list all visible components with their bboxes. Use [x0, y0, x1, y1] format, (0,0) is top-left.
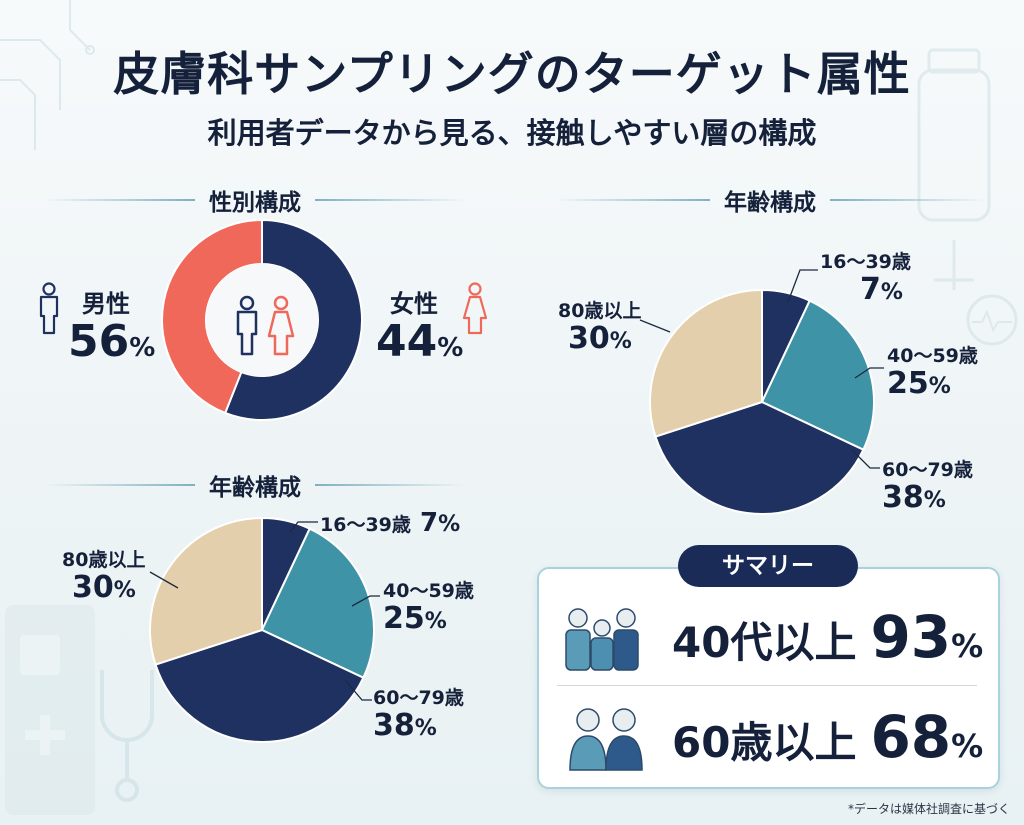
age-right-heading-text: 年齢構成: [724, 190, 816, 216]
heartbeat-decoration-icon: [966, 294, 1018, 346]
female-person-icon: [462, 282, 488, 335]
gender-section-heading: 性別構成: [45, 183, 465, 217]
age-left-label-3-pct: 30: [72, 570, 114, 605]
age-left-label-1-pct: 25: [383, 601, 425, 636]
age-right-label-3-pct: 30: [568, 321, 610, 356]
age-left-label-2: 60〜79歳 38%: [373, 683, 464, 742]
male-label-text: 男性: [82, 290, 130, 318]
summary-row-2: 60歳以上 68%: [560, 700, 984, 774]
percent-sign: %: [880, 280, 903, 305]
male-person-icon: [236, 295, 258, 356]
summary-row-1-text: 40代以上: [672, 618, 857, 667]
age-right-label-2: 60〜79歳 38%: [882, 455, 973, 514]
summary-row-1-unit: %: [951, 627, 984, 665]
senior-couple-icon: [569, 708, 643, 771]
gender-donut-chart: [161, 218, 363, 421]
summary-row-2-unit: %: [951, 727, 984, 765]
page-subtitle: 利用者データから見る、接触しやすい層の構成: [207, 116, 817, 150]
gender-hole: [206, 264, 318, 376]
summary-row-2-value: 68: [870, 703, 952, 771]
age-left-label-1-name: 40〜59歳: [383, 580, 474, 602]
age-right-slice-2: [654, 400, 865, 515]
gender-heading-text: 性別構成: [209, 190, 301, 216]
female-label-text: 女性: [390, 290, 438, 318]
percent-sign: %: [414, 716, 437, 741]
percent-sign: %: [424, 609, 447, 634]
age-right-label-2-pct: 38: [882, 480, 924, 515]
age-right-label-1-pct: 25: [887, 366, 929, 401]
female-person-icon: [267, 295, 295, 356]
age-right-slice-1: [760, 299, 875, 452]
age-right-label-3-name: 80歳以上: [558, 300, 642, 322]
age-right-slice-3: [649, 288, 763, 438]
age-left-slice-3: [149, 516, 263, 666]
age-section-right-heading: 年齢構成: [555, 183, 995, 217]
percent-sign: %: [113, 578, 136, 603]
female-percent-sign: %: [437, 333, 464, 363]
male-percent: 56: [68, 316, 130, 367]
age-right-label-1: 40〜59歳 25%: [887, 341, 978, 400]
age-left-label-0-name: 16〜39歳: [320, 514, 411, 536]
female-percent: 44: [376, 316, 438, 367]
summary-row-1: 40代以上 93%: [560, 600, 984, 674]
circuit-decoration-icon: [0, 0, 95, 150]
age-pie-chart-right: [649, 288, 875, 515]
clipboard-decoration-icon: [5, 605, 95, 815]
age-right-label-0: 16〜39歳 7%: [820, 247, 911, 306]
age-right-label-0-pct: 7: [860, 272, 881, 307]
age-left-label-0: 16〜39歳 7%: [320, 508, 461, 538]
female-label: 女性 44%: [376, 284, 463, 365]
group-of-people-icon: [565, 608, 639, 671]
footnote: *データは媒体社調査に基づく: [847, 802, 1010, 816]
age-right-label-0-name: 16〜39歳: [820, 251, 911, 273]
male-label: 男性 56%: [68, 284, 155, 365]
age-left-slice-2: [154, 628, 365, 743]
age-right-label-2-name: 60〜79歳: [882, 459, 973, 481]
age-section-left-heading: 年齢構成: [45, 468, 465, 502]
summary-title: サマリー: [678, 545, 858, 587]
age-left-label-2-pct: 38: [373, 708, 415, 743]
percent-sign: %: [928, 374, 951, 399]
male-person-icon: [39, 282, 59, 335]
summary-divider: [557, 685, 977, 686]
age-left-label-1: 40〜59歳 25%: [383, 576, 474, 635]
age-left-label-0-pct: 7: [419, 508, 439, 538]
age-left-heading-text: 年齢構成: [209, 475, 301, 501]
age-right-label-1-name: 40〜59歳: [887, 345, 978, 367]
percent-sign: %: [438, 512, 461, 537]
summary-row-1-value: 93: [870, 603, 952, 671]
percent-sign: %: [609, 329, 632, 354]
age-pie-chart-left: [149, 516, 375, 743]
summary-row-2-text: 60歳以上: [672, 718, 857, 767]
medical-bottle-decoration-icon: [917, 48, 991, 290]
age-left-slice-1: [260, 527, 375, 680]
age-right-label-3: 80歳以上 30%: [558, 296, 641, 355]
age-left-label-3-name: 80歳以上: [62, 549, 146, 571]
page-title: 皮膚科サンプリングのターゲット属性: [113, 47, 911, 101]
percent-sign: %: [923, 488, 946, 513]
age-left-label-3: 80歳以上 30%: [62, 545, 145, 604]
stethoscope-decoration-icon: [100, 670, 154, 802]
male-percent-sign: %: [129, 333, 156, 363]
age-left-label-2-name: 60〜79歳: [373, 687, 464, 709]
